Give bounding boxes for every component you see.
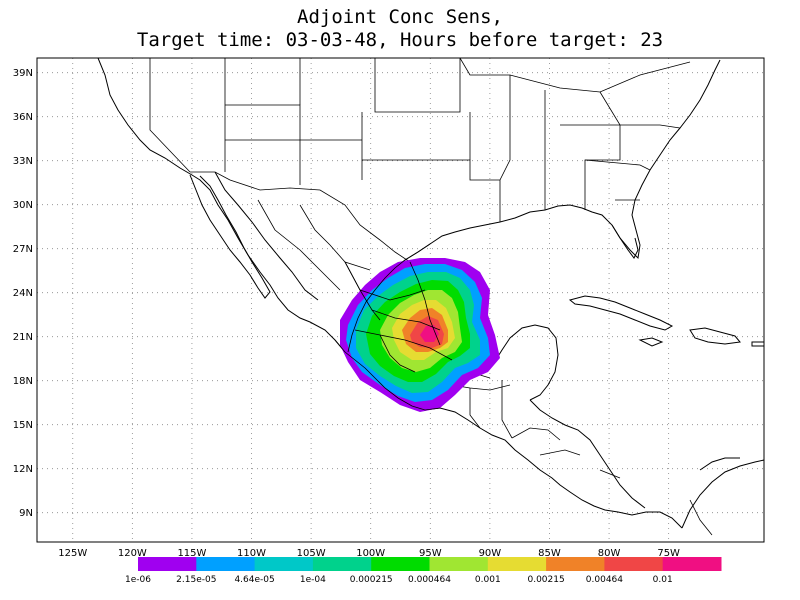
lat-tick-label: 36N xyxy=(13,112,33,123)
lat-tick-label: 24N xyxy=(13,288,33,299)
lat-tick-label: 12N xyxy=(13,464,33,475)
lat-tick-label: 9N xyxy=(19,508,33,519)
map-subtitle: Target time: 03-03-48, Hours before targ… xyxy=(136,29,664,51)
colorbar-label: 4.64e-05 xyxy=(234,575,274,585)
colorbar-swatch xyxy=(312,557,372,571)
colorbar-swatch xyxy=(662,557,722,571)
colorbar-swatch xyxy=(371,557,430,571)
lon-tick-label: 100W xyxy=(356,548,385,559)
lon-tick-label: 75W xyxy=(657,548,680,559)
colorbar-label: 0.00464 xyxy=(586,575,623,585)
colorbar-label: 0.001 xyxy=(475,575,501,585)
longitude-labels: 125W 120W 115W 110W 105W 100W 95W 90W 85W 80W 75W xyxy=(58,548,680,559)
colorbar-label: 0.000215 xyxy=(350,575,393,585)
lon-tick-label: 125W xyxy=(58,548,87,559)
lon-tick-label: 85W xyxy=(538,548,561,559)
map-title: Adjoint Conc Sens, xyxy=(297,6,503,28)
lon-tick-label: 95W xyxy=(419,548,442,559)
lon-tick-label: 110W xyxy=(237,548,266,559)
colorbar-swatch xyxy=(546,557,605,571)
lon-tick-label: 80W xyxy=(598,548,621,559)
lat-tick-label: 33N xyxy=(13,156,33,167)
latitude-labels: 39N 36N 33N 30N 27N 24N 21N 18N 15N 12N 9N xyxy=(13,68,33,519)
colorbar-label: 0.01 xyxy=(653,575,673,585)
colorbar-swatch xyxy=(138,557,197,571)
colorbar: 1e-06 2.15e-05 4.64e-05 1e-04 0.000215 0.0004… xyxy=(125,557,722,585)
lat-tick-label: 21N xyxy=(13,332,33,343)
sensitivity-field xyxy=(340,258,500,412)
lat-tick-label: 27N xyxy=(13,244,33,255)
lat-lon-grid xyxy=(37,58,764,542)
colorbar-swatch xyxy=(604,557,664,571)
colorbar-swatch xyxy=(254,557,314,571)
colorbar-label: 0.000464 xyxy=(408,575,451,585)
colorbar-label: 1e-06 xyxy=(125,575,151,585)
colorbar-swatch xyxy=(429,557,489,571)
lon-tick-label: 90W xyxy=(479,548,502,559)
plot-frame xyxy=(36,57,765,543)
lon-tick-label: 115W xyxy=(177,548,206,559)
colorbar-swatch xyxy=(196,557,256,571)
lat-tick-label: 18N xyxy=(13,376,33,387)
colorbar-label: 1e-04 xyxy=(300,575,326,585)
lat-tick-label: 15N xyxy=(13,420,33,431)
lon-tick-label: 120W xyxy=(118,548,147,559)
borders-overlay xyxy=(334,243,453,411)
lat-tick-label: 39N xyxy=(13,68,33,79)
lat-tick-label: 30N xyxy=(13,200,33,211)
colorbar-swatch xyxy=(487,557,547,571)
lon-tick-label: 105W xyxy=(297,548,326,559)
colorbar-label: 2.15e-05 xyxy=(176,575,216,585)
colorbar-label: 0.00215 xyxy=(527,575,564,585)
